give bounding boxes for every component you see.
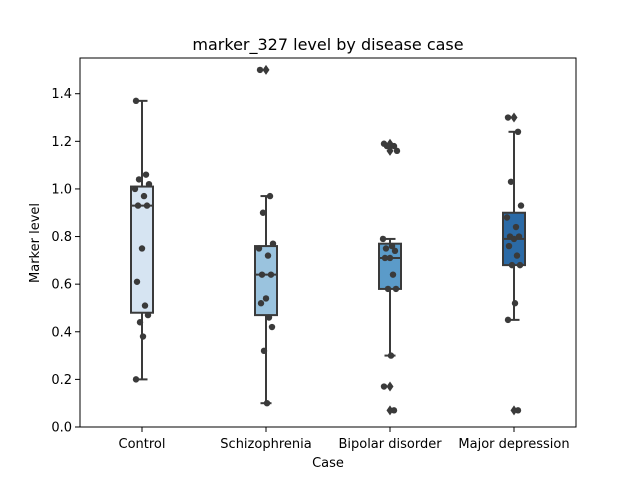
data-point [255, 245, 263, 252]
data-point [514, 407, 522, 414]
data-point [135, 176, 143, 183]
data-point [505, 242, 513, 250]
data-point [257, 300, 265, 307]
data-point [145, 180, 153, 188]
outlier-marker [510, 405, 518, 416]
data-point [260, 347, 268, 355]
plot-frame [79, 57, 577, 428]
data-point [393, 147, 401, 155]
data-point [515, 233, 523, 240]
data-point [265, 314, 273, 321]
y-tick-label: 0.0 [51, 421, 72, 436]
data-point [510, 235, 518, 243]
y-tick-label: 1.2 [51, 135, 72, 150]
x-tick-label: Bipolar disorder [338, 437, 442, 452]
data-point [134, 202, 142, 209]
outlier-marker [262, 64, 270, 75]
data-point [387, 352, 395, 359]
y-tick-label: 0.8 [51, 230, 72, 245]
data-point [256, 66, 264, 74]
data-point [266, 192, 274, 200]
data-point [391, 247, 399, 255]
box-group-major-depression [502, 112, 526, 416]
data-point [142, 171, 150, 178]
y-tick-label: 1.4 [51, 87, 72, 102]
data-point [512, 223, 520, 231]
plot-area: 0.0 0.2 0.4 0.6 0.8 1.0 1.2 1.4 Control Schizophr… [51, 57, 577, 452]
data-point [259, 209, 267, 216]
data-point [380, 383, 388, 390]
data-point [258, 271, 266, 278]
data-point [143, 202, 151, 209]
outlier-marker [386, 405, 394, 416]
data-point [390, 407, 398, 414]
data-point [388, 242, 396, 250]
data-point [504, 114, 512, 121]
data-point [263, 399, 271, 407]
box [254, 245, 278, 317]
data-point [264, 252, 272, 259]
data-point [514, 128, 522, 135]
data-point [390, 142, 398, 150]
x-axis-label: Case [312, 456, 344, 471]
data-point [384, 285, 392, 293]
y-tick-label: 0.4 [51, 325, 72, 340]
data-point [269, 240, 277, 247]
x-tick-label: Control [119, 437, 166, 452]
data-point [516, 261, 524, 269]
data-point [132, 376, 140, 383]
data-point [144, 311, 152, 319]
outlier-marker [386, 381, 394, 392]
x-tick-label: Major depression [458, 437, 569, 452]
data-point [383, 142, 391, 150]
data-point [133, 278, 141, 285]
data-point [517, 202, 525, 209]
box-group-bipolar-disorder [378, 138, 402, 416]
data-point [386, 254, 394, 262]
outlier-marker [510, 112, 518, 123]
data-point [140, 192, 148, 200]
data-point [262, 295, 270, 302]
x-tick-label: Schizophrenia [220, 437, 311, 452]
data-point [141, 302, 149, 309]
data-point [508, 261, 516, 269]
data-point [507, 178, 515, 185]
y-tick-label: 0.6 [51, 278, 72, 293]
data-point [503, 214, 511, 221]
data-point [267, 271, 275, 278]
box-group-control [130, 97, 154, 383]
data-point [381, 254, 389, 262]
data-point [139, 333, 147, 340]
y-axis-label: Marker level [28, 203, 43, 283]
data-point [504, 316, 512, 324]
data-point [132, 97, 140, 105]
chart-title: marker_327 level by disease case [192, 35, 463, 55]
data-point [392, 285, 400, 293]
data-point [382, 245, 390, 252]
y-tick-label: 1.0 [51, 182, 72, 197]
box-group-schizophrenia [254, 64, 278, 407]
data-point [138, 245, 146, 252]
data-point [513, 252, 521, 259]
data-point [389, 271, 397, 278]
data-point [268, 323, 276, 331]
data-point [511, 300, 519, 307]
data-point [131, 185, 139, 193]
data-point [136, 319, 144, 326]
data-point [379, 235, 387, 243]
y-tick-label: 0.2 [51, 373, 72, 388]
